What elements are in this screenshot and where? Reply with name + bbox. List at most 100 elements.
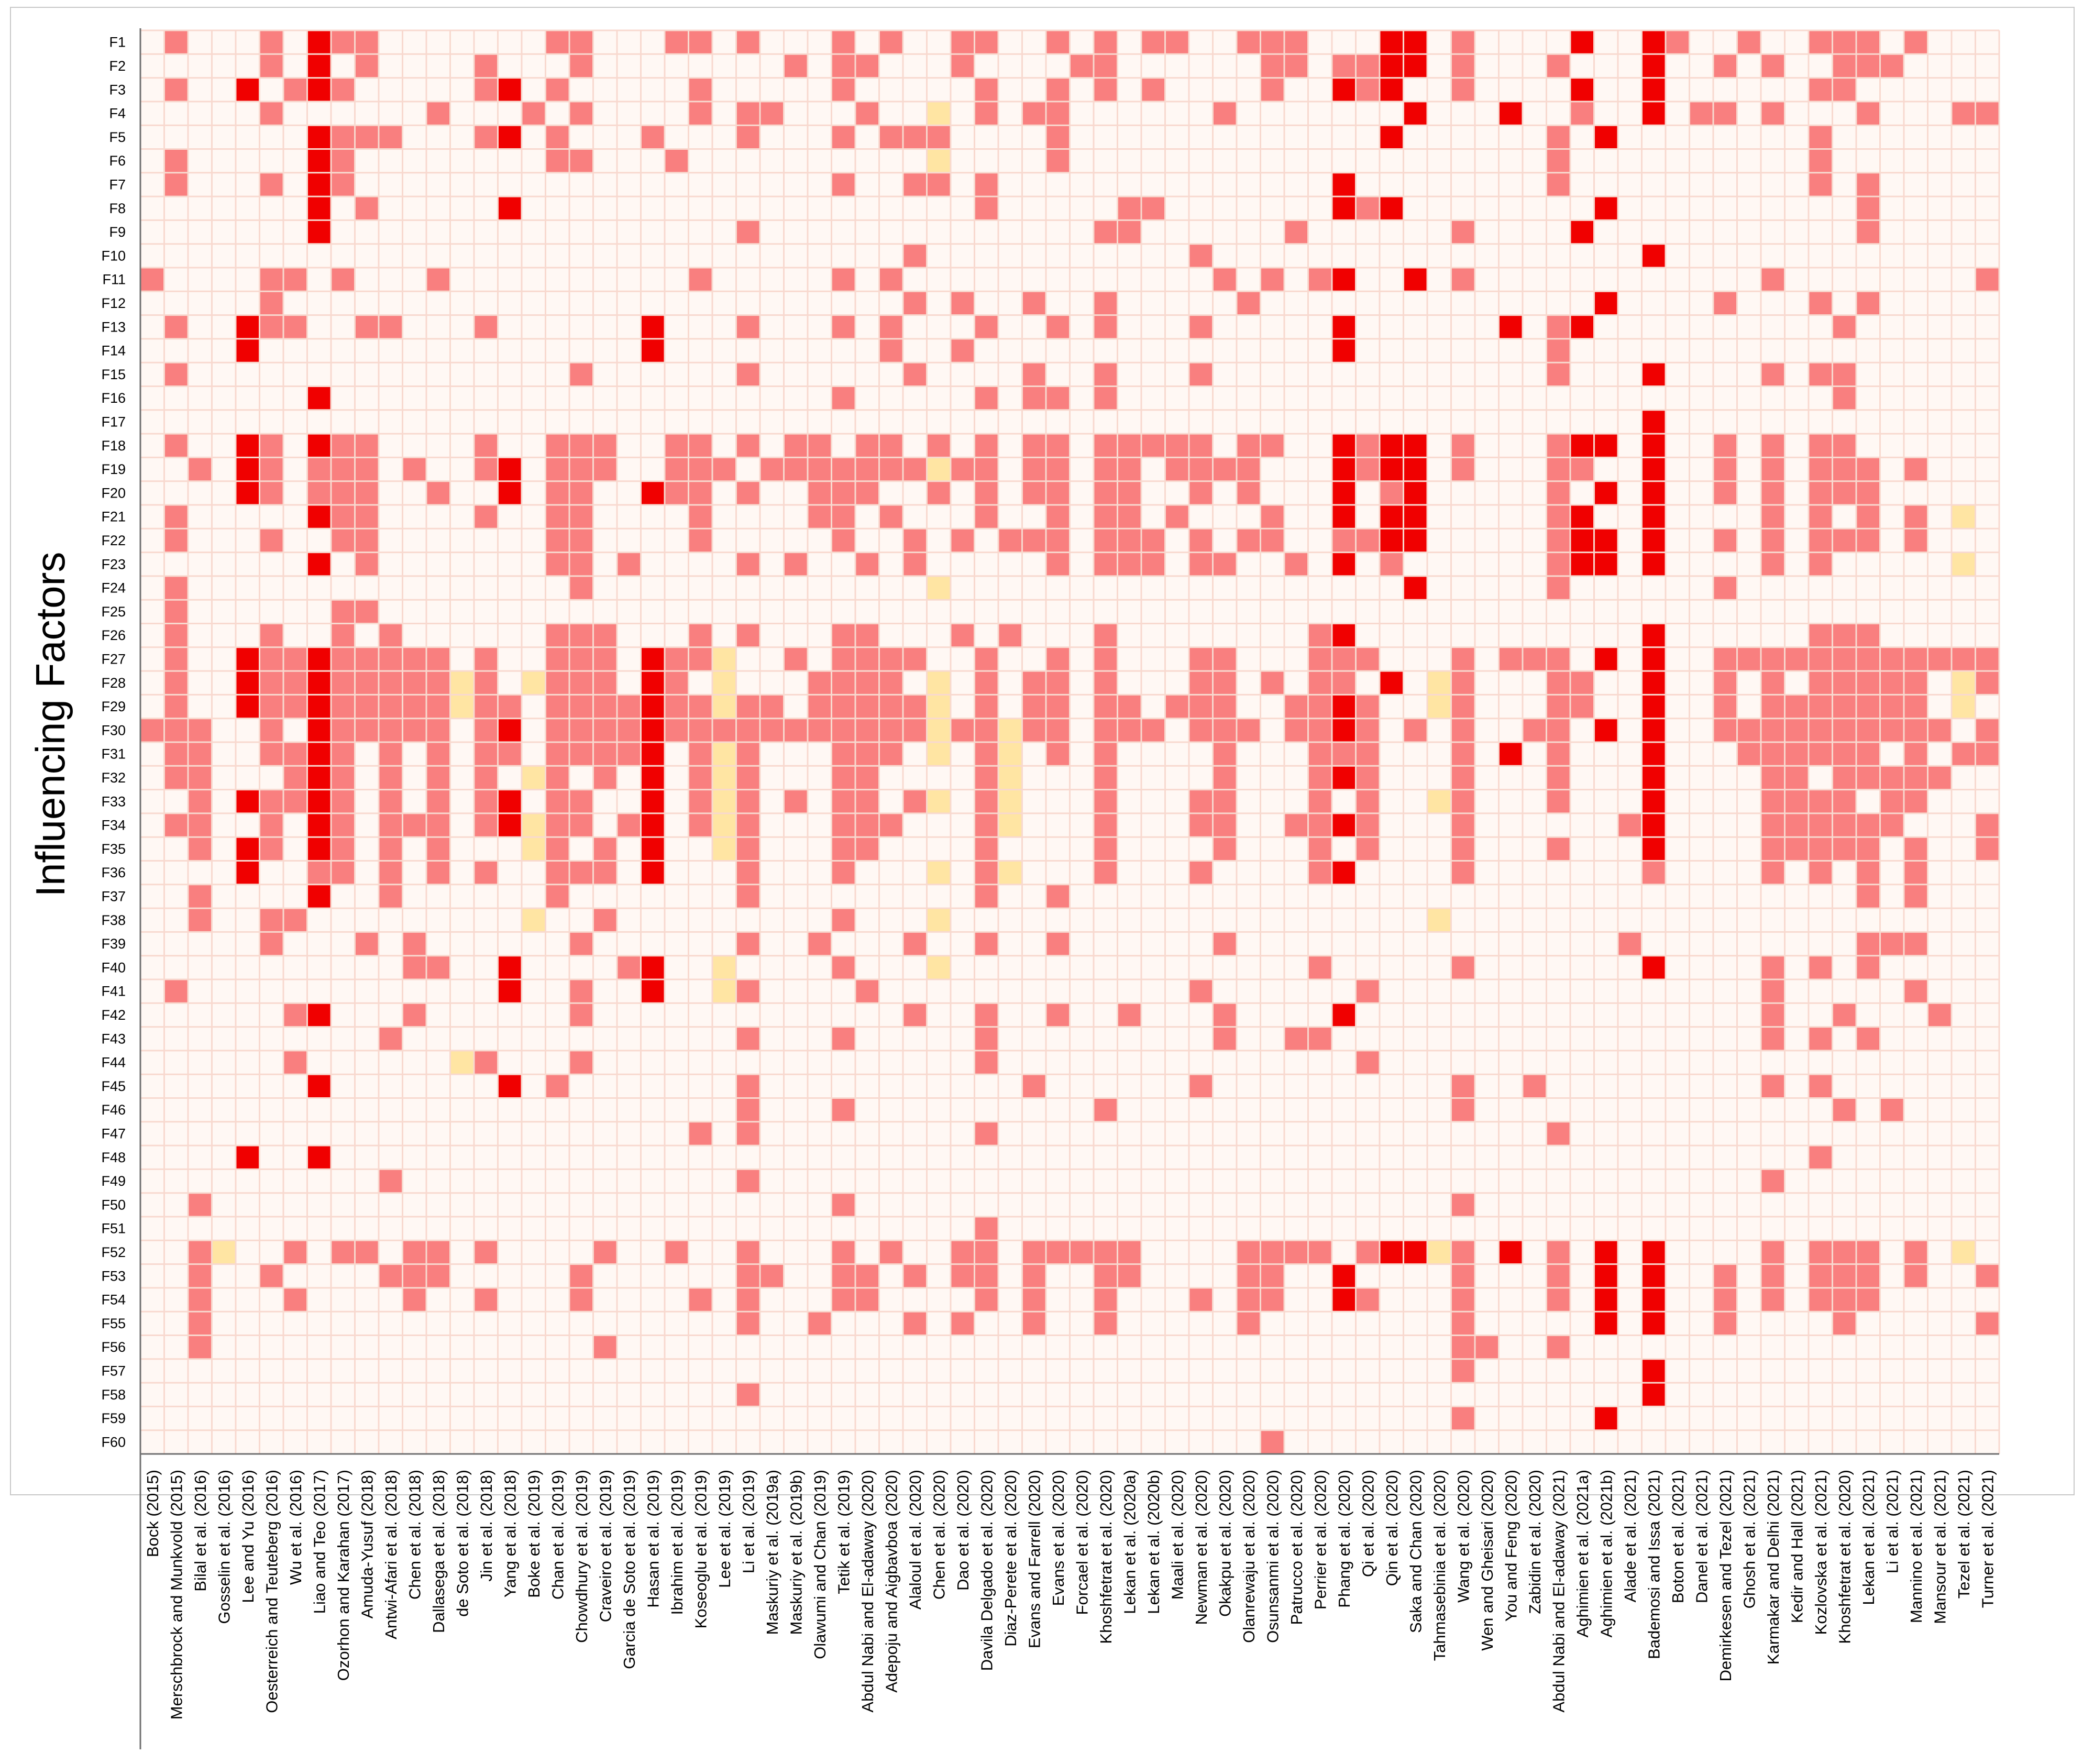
heatmap-cell [1260,1264,1284,1288]
heatmap-cell [426,861,450,885]
heatmap-cell [1856,671,1880,695]
heatmap-cell [855,623,879,647]
heatmap-cell [855,694,879,719]
heatmap-cell [1570,315,1594,339]
heatmap-cell [1332,694,1356,719]
heatmap-cell [1975,742,1999,766]
row-label: F53 [101,1268,126,1284]
heatmap-cell [831,78,855,102]
heatmap-cell [831,955,855,979]
heatmap-cell [1713,1311,1737,1336]
heatmap-cell [1308,861,1332,885]
row-label: F17 [101,414,126,429]
heatmap-cell [1856,291,1880,315]
heatmap-cell [1570,528,1594,553]
heatmap-cell [1832,1240,1856,1264]
heatmap-cell [1094,1098,1118,1122]
heatmap-cell [927,718,951,742]
heatmap-cell [1284,1240,1308,1264]
row-label: F9 [109,224,126,240]
row-label: F25 [101,604,126,620]
heatmap-cell [736,979,760,1004]
heatmap-cell [355,932,379,956]
heatmap-cell [1189,457,1213,481]
heatmap-cell [1546,457,1570,481]
heatmap-cell [1189,647,1213,671]
heatmap-cell [879,315,903,339]
heatmap-cell [474,694,498,719]
heatmap-cell [974,1003,998,1027]
heatmap-cell [1237,1311,1261,1336]
heatmap-cell [331,434,355,458]
heatmap-cell [831,315,855,339]
heatmap-cell [355,671,379,695]
row-label: F60 [101,1434,126,1450]
heatmap-cell [1117,434,1141,458]
heatmap-cell [164,742,188,766]
heatmap-cell [974,434,998,458]
heatmap-cell [474,1287,498,1312]
heatmap-cell [307,125,331,149]
heatmap-cell [951,623,975,647]
heatmap-cell [188,884,212,909]
heatmap-cell [951,338,975,363]
heatmap-cell [1094,647,1118,671]
heatmap-cell [1594,647,1618,671]
heatmap-cell [569,742,593,766]
heatmap-cell [569,694,593,719]
heatmap-cell [903,789,927,813]
heatmap-cell [188,1287,212,1312]
heatmap-cell [1498,315,1523,339]
heatmap-cell [831,1193,855,1217]
heatmap-cell [1975,671,1999,695]
heatmap-cell [1641,362,1666,387]
heatmap-cell [1809,1145,1833,1170]
heatmap-cell [1213,101,1237,126]
heatmap-cell [1332,434,1356,458]
heatmap-cell [903,552,927,576]
heatmap-cell [831,742,855,766]
heatmap-cell [712,837,736,861]
heatmap-cell [1094,552,1118,576]
heatmap-cell [927,101,951,126]
heatmap-cell [474,54,498,78]
heatmap-cell [307,671,331,695]
heatmap-cell [1189,813,1213,837]
row-label: F51 [101,1221,126,1237]
heatmap-cell [1260,434,1284,458]
heatmap-cell [808,671,832,695]
heatmap-cell [236,671,260,695]
heatmap-cell [1475,1335,1499,1359]
column-label: Tetik et al. (2019) [834,1470,853,1594]
heatmap-cell [974,837,998,861]
heatmap-cell [855,766,879,790]
heatmap-cell [974,932,998,956]
heatmap-cell [1451,1098,1475,1122]
heatmap-cell [1260,78,1284,102]
heatmap-cell [1094,789,1118,813]
heatmap-cell [1355,647,1380,671]
heatmap-cell [1546,1335,1570,1359]
heatmap-cell [426,268,450,292]
heatmap-cell [236,434,260,458]
heatmap-cell [1380,1240,1404,1264]
heatmap-cell [1856,220,1880,244]
heatmap-cell [784,54,808,78]
heatmap-cell [164,528,188,553]
column-label: Olawumi and Chan (2019) [811,1470,829,1659]
heatmap-cell [808,1311,832,1336]
heatmap-cell [1832,434,1856,458]
heatmap-cell [1380,528,1404,553]
heatmap-cell [1380,125,1404,149]
heatmap-cell [1641,1383,1666,1407]
heatmap-cell [736,1121,760,1146]
heatmap-cell [1952,101,1976,126]
heatmap-cell [1070,1240,1094,1264]
axes [139,28,1999,1749]
heatmap-cell [498,955,522,979]
heatmap-cell [1570,434,1594,458]
heatmap-cell [1451,955,1475,979]
heatmap-cell [1189,315,1213,339]
heatmap-cell [1451,434,1475,458]
heatmap-cell [974,78,998,102]
